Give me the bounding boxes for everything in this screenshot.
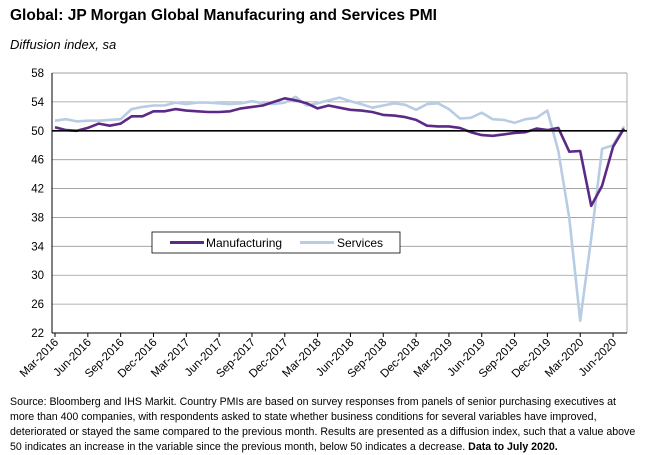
chart-title: Global: JP Morgan Global Manufacuring an…: [10, 7, 437, 24]
y-tick-label: 50: [31, 126, 44, 138]
y-tick-label: 46: [31, 155, 44, 167]
series-line-services: [54, 95, 626, 323]
y-tick-label: 22: [31, 328, 44, 340]
y-tick-label: 30: [31, 270, 44, 282]
legend: Manufacturing Services: [151, 231, 401, 254]
y-tick-label: 34: [31, 241, 44, 253]
legend-label-manufacturing: Manufacturing: [206, 236, 282, 250]
legend-box: [151, 231, 401, 254]
source-note: Source: Bloomberg and IHS Markit. Countr…: [10, 395, 642, 455]
gridlines: [52, 72, 628, 333]
axes: 22263034384246505458Mar-2016Jun-2016Sep-…: [18, 68, 627, 380]
series-line-manufacturing: [54, 97, 626, 208]
y-tick-label: 54: [31, 97, 44, 109]
y-tick-label: 38: [31, 212, 44, 224]
pmi-line-chart: 22263034384246505458Mar-2016Jun-2016Sep-…: [18, 68, 628, 380]
y-tick-label: 58: [31, 68, 44, 80]
data-through-note: Data to July 2020.: [468, 441, 558, 453]
chart-subtitle: Diffusion index, sa: [10, 37, 117, 52]
source-text: Source: Bloomberg and IHS Markit. Countr…: [10, 396, 636, 453]
y-tick-label: 42: [31, 184, 44, 196]
y-tick-label: 26: [31, 299, 44, 311]
legend-label-services: Services: [337, 236, 383, 250]
